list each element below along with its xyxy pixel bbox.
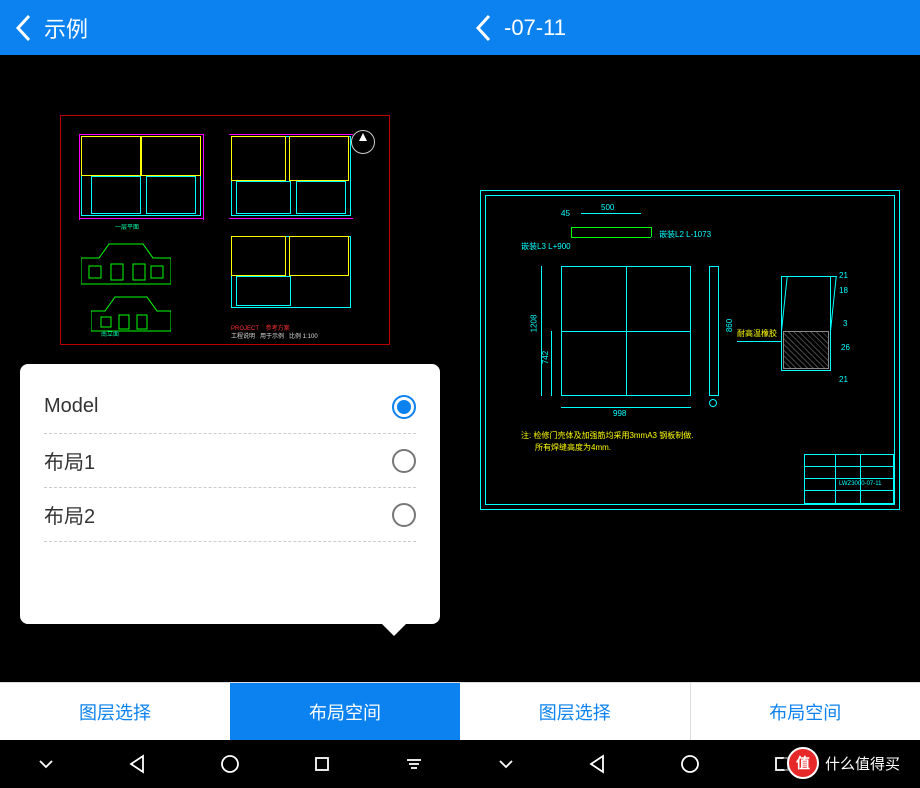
watermark-badge-icon: 值 — [787, 747, 819, 779]
tab-layer-select[interactable]: 图层选择 — [0, 683, 230, 740]
radio-icon — [392, 395, 416, 419]
cad-canvas[interactable]: 500 45 嵌装L3 L+900 嵌装L2 L-1073 1208 742 9… — [460, 55, 920, 682]
android-navbar — [0, 740, 460, 788]
nav-dropdown-icon[interactable] — [486, 744, 526, 784]
tab-layout-space[interactable]: 布局空间 — [691, 683, 920, 740]
layout-option-model[interactable]: Model — [44, 380, 416, 434]
dim-26: 26 — [841, 343, 850, 352]
dim-21b: 21 — [839, 375, 848, 384]
nav-back-icon[interactable] — [118, 744, 158, 784]
dim-860: 860 — [725, 319, 734, 332]
watermark-text: 什么值得买 — [825, 753, 900, 774]
dim-1208: 1208 — [529, 315, 538, 333]
bottom-tabs: 图层选择 布局空间 — [460, 682, 920, 740]
title-block-text: LWZ3000-07-11 — [839, 481, 881, 487]
dim-45: 45 — [561, 209, 570, 218]
note-line1: 注: 检修门壳体及加强筋均采用3mmA3 钢板制做. — [521, 431, 693, 441]
dim-742: 742 — [541, 351, 550, 364]
nav-home-icon[interactable] — [670, 744, 710, 784]
mark-right: 嵌装L2 L-1073 — [659, 229, 711, 240]
layout-popup: Model 布局1 布局2 — [20, 364, 440, 624]
drawing-frame: 500 45 嵌装L3 L+900 嵌装L2 L-1073 1208 742 9… — [480, 190, 900, 510]
tab-layout-space[interactable]: 布局空间 — [230, 683, 460, 740]
cad-canvas[interactable]: 工程说明 用于示例 比例 1:100 PROJECT 参考方案 一层平面 南立面… — [0, 55, 460, 682]
back-icon[interactable] — [470, 14, 498, 42]
dim-998: 998 — [613, 409, 626, 418]
tab-layer-select[interactable]: 图层选择 — [460, 683, 690, 740]
dim-21: 21 — [839, 271, 848, 280]
option-label: 布局1 — [44, 446, 95, 475]
mark-left: 嵌装L3 L+900 — [521, 241, 571, 252]
header-title: 示例 — [44, 12, 88, 44]
header-title: -07-11 — [504, 15, 566, 41]
header-bar: -07-11 — [460, 0, 920, 55]
nav-back-icon[interactable] — [578, 744, 618, 784]
option-label: Model — [44, 395, 98, 418]
layout-option-1[interactable]: 布局1 — [44, 434, 416, 488]
dim-3: 3 — [843, 319, 847, 328]
radio-icon — [392, 449, 416, 473]
nav-recent-icon[interactable] — [302, 744, 342, 784]
dim-18: 18 — [839, 286, 848, 295]
drawing-frame: 工程说明 用于示例 比例 1:100 PROJECT 参考方案 一层平面 南立面 — [60, 115, 390, 345]
back-icon[interactable] — [10, 14, 38, 42]
nav-menu-icon[interactable] — [394, 744, 434, 784]
callout-rubber: 耐高温橡胶 — [737, 329, 777, 339]
option-label: 布局2 — [44, 500, 95, 529]
left-pane: 示例 — [0, 0, 460, 788]
radio-icon — [392, 503, 416, 527]
layout-option-2[interactable]: 布局2 — [44, 488, 416, 542]
compass-icon — [351, 130, 375, 154]
bottom-tabs: 图层选择 布局空间 — [0, 682, 460, 740]
right-pane: -07-11 500 45 嵌装L3 L+900 嵌装L2 L-1073 120… — [460, 0, 920, 788]
nav-dropdown-icon[interactable] — [26, 744, 66, 784]
title-block: LWZ3000-07-11 — [804, 454, 894, 504]
dim-500: 500 — [601, 203, 614, 212]
note-line2: 所有焊缝高度为4mm. — [535, 443, 611, 453]
watermark: 值 什么值得买 — [783, 744, 912, 782]
header-bar: 示例 — [0, 0, 460, 55]
nav-home-icon[interactable] — [210, 744, 250, 784]
